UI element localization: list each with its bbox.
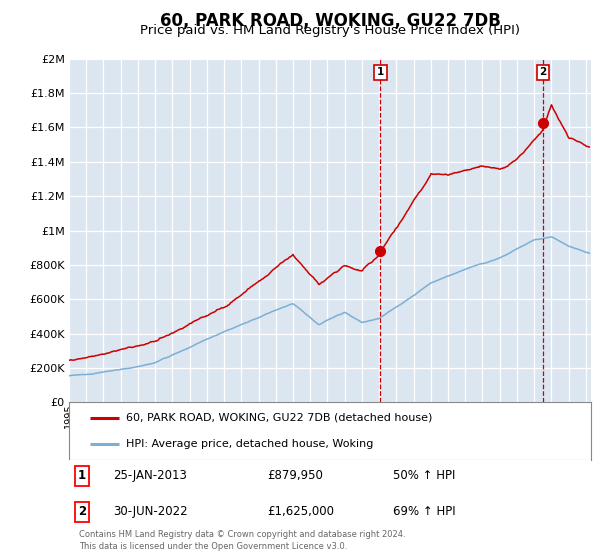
Text: £879,950: £879,950 [268, 469, 323, 483]
Text: 30-JUN-2022: 30-JUN-2022 [113, 505, 188, 518]
Text: 25-JAN-2013: 25-JAN-2013 [113, 469, 187, 483]
Text: 60, PARK ROAD, WOKING, GU22 7DB: 60, PARK ROAD, WOKING, GU22 7DB [160, 12, 500, 30]
Text: HPI: Average price, detached house, Woking: HPI: Average price, detached house, Woki… [127, 439, 374, 449]
Text: 1: 1 [78, 469, 86, 483]
Text: 60, PARK ROAD, WOKING, GU22 7DB (detached house): 60, PARK ROAD, WOKING, GU22 7DB (detache… [127, 413, 433, 423]
Text: 50% ↑ HPI: 50% ↑ HPI [392, 469, 455, 483]
Text: £1,625,000: £1,625,000 [268, 505, 334, 518]
Text: 1: 1 [377, 67, 384, 77]
Text: 2: 2 [539, 67, 547, 77]
Title: Price paid vs. HM Land Registry's House Price Index (HPI): Price paid vs. HM Land Registry's House … [140, 24, 520, 37]
Text: 2: 2 [78, 505, 86, 518]
Text: Contains HM Land Registry data © Crown copyright and database right 2024.
This d: Contains HM Land Registry data © Crown c… [79, 530, 406, 551]
Text: 69% ↑ HPI: 69% ↑ HPI [392, 505, 455, 518]
